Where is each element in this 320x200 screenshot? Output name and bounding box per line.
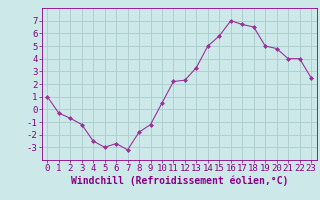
X-axis label: Windchill (Refroidissement éolien,°C): Windchill (Refroidissement éolien,°C): [70, 176, 288, 186]
